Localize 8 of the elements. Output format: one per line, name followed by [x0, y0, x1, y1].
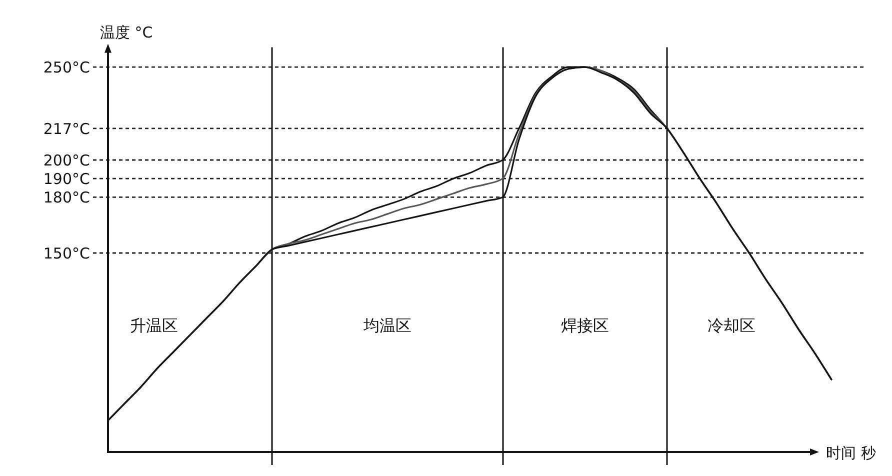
- y-tick-label: 250°C: [43, 58, 90, 77]
- y-tick-label: 180°C: [43, 188, 90, 207]
- y-axis-title: 温度 °C: [100, 24, 153, 42]
- y-tick-label: 150°C: [43, 244, 90, 262]
- y-tick-label: 217°C: [43, 120, 90, 138]
- y-tick-label: 190°C: [43, 170, 90, 188]
- y-tick-label: 200°C: [43, 152, 90, 170]
- x-axis-title: 时间 秒: [826, 444, 876, 462]
